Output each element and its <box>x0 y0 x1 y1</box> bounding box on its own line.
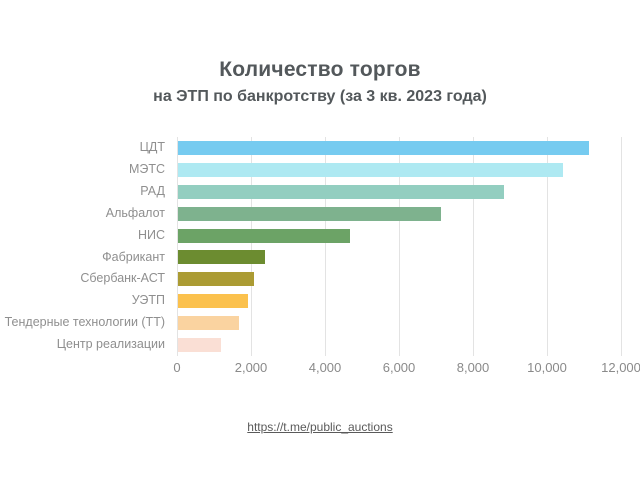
category-label: Центр реализации <box>56 337 165 352</box>
bar <box>178 316 240 331</box>
value-axis: 0 2,000 4,000 6,000 8,000 10,000 12,000 <box>173 360 640 378</box>
plot-area <box>177 137 622 356</box>
chart-subtitle: на ЭТП по банкротству (за 3 кв. 2023 год… <box>153 88 487 105</box>
category-label: РАД <box>140 183 165 198</box>
x-tick-label: 8,000 <box>456 360 490 375</box>
bar <box>178 250 265 265</box>
gridline <box>251 137 252 356</box>
bar <box>178 228 351 243</box>
category-label: Сбербанк-АСТ <box>80 271 165 286</box>
gridline <box>399 137 400 356</box>
footer: https://t.me/public_auctions <box>0 418 640 436</box>
bar <box>178 184 504 199</box>
category-axis: ЦДТ МЭТС РАД Альфалот НИС Фабрикант Сбербанк-А… <box>0 137 171 356</box>
x-tick-label: 0 <box>173 360 181 375</box>
category-label: Тендерные технологии (ТТ) <box>4 315 165 330</box>
bar <box>178 162 563 177</box>
x-tick-label: 4,000 <box>308 360 342 375</box>
bar <box>178 338 221 353</box>
bar <box>178 294 249 309</box>
gridline <box>621 137 622 356</box>
category-label: ЦДТ <box>139 140 165 154</box>
category-label: НИС <box>137 227 165 242</box>
telegram-channel-link[interactable]: https://t.me/public_auctions <box>247 420 393 434</box>
x-tick-label: 2,000 <box>234 360 268 375</box>
category-label: МЭТС <box>128 161 165 176</box>
gridline <box>547 137 548 356</box>
x-tick-label: 10,000 <box>527 360 567 375</box>
bar <box>178 140 589 155</box>
chart-title: Количество торгов <box>219 58 421 81</box>
category-label: Фабрикант <box>102 249 165 264</box>
gridline <box>473 137 474 356</box>
gridline <box>177 137 178 356</box>
bar <box>178 206 441 221</box>
bar <box>178 272 254 287</box>
category-label: УЭТП <box>131 293 165 308</box>
x-tick-label: 12,000 <box>601 360 640 375</box>
gridline <box>325 137 326 356</box>
x-tick-label: 6,000 <box>382 360 416 375</box>
category-label: Альфалот <box>105 205 165 220</box>
